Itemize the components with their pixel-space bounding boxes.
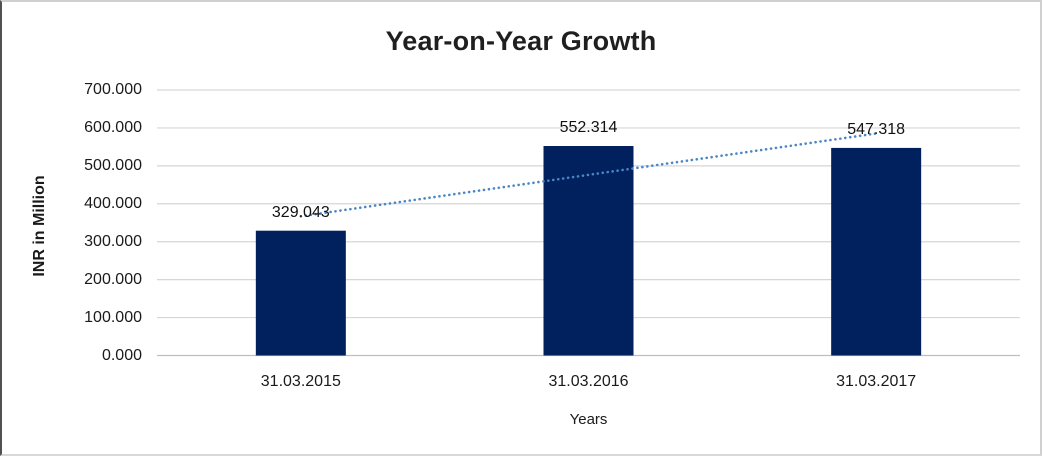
data-label: 552.314 xyxy=(559,119,618,136)
y-tick-label: 400.000 xyxy=(84,194,142,212)
chart-title: Year-on-Year Growth xyxy=(385,26,657,56)
data-label: 329.043 xyxy=(271,203,330,221)
bar-31.03.2017 xyxy=(831,147,922,356)
y-tick-label: 300.000 xyxy=(84,232,142,250)
trendline xyxy=(299,132,878,218)
y-tick-label: 0.000 xyxy=(101,346,142,364)
y-tick-label: 100.000 xyxy=(84,308,142,326)
y-tick-label: 500.000 xyxy=(84,156,142,174)
x-axis-title: Years xyxy=(569,411,608,428)
data-label: 547.318 xyxy=(847,120,906,138)
category-label: 31.03.2015 xyxy=(260,373,341,390)
category-label: 31.03.2016 xyxy=(548,373,629,390)
category-label: 31.03.2017 xyxy=(836,373,917,390)
bar-31.03.2016 xyxy=(543,146,634,356)
y-tick-label: 700.000 xyxy=(84,81,142,98)
y-tick-label: 600.000 xyxy=(84,118,142,136)
y-tick-label: 200.000 xyxy=(84,270,142,288)
bar-31.03.2015 xyxy=(255,230,346,356)
